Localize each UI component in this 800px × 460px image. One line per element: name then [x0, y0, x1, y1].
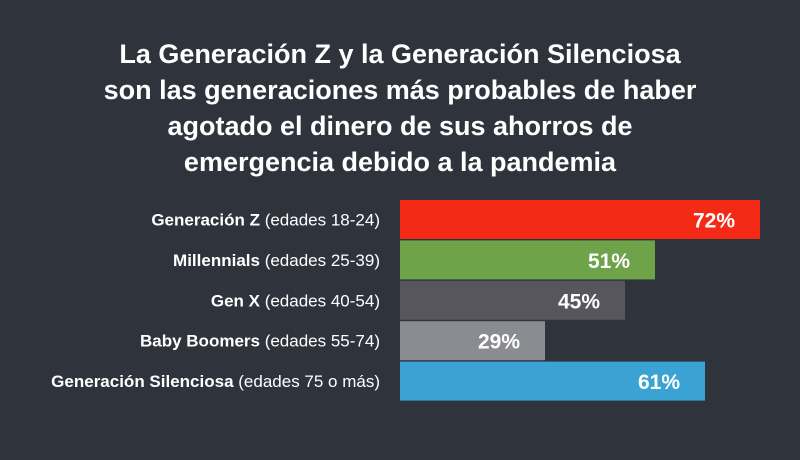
bar: [400, 361, 705, 401]
bar-value-label: 72%: [693, 210, 735, 233]
chart-title-line-4: emergencia debido a la pandemia: [183, 147, 617, 177]
chart-title-line-1: La Generación Z y la Generación Silencio…: [119, 39, 681, 69]
category-label: Millennials (edades 25-39): [173, 251, 380, 270]
category-name: Generación Silenciosa: [51, 372, 234, 391]
category-name: Millennials: [173, 251, 260, 270]
category-label: Baby Boomers (edades 55-74): [140, 332, 380, 351]
category-name: Baby Boomers: [140, 332, 260, 351]
bar: [400, 240, 655, 280]
category-name: Gen X: [211, 291, 261, 310]
chart-title: La Generación Z y la Generación Silencio…: [0, 36, 800, 180]
bar-value-label: 29%: [478, 331, 520, 354]
category-age-range: (edades 25-39): [260, 251, 380, 270]
category-age-range: (edades 40-54): [260, 291, 380, 310]
bar-value-label: 61%: [638, 371, 680, 394]
category-label: Generación Z (edades 18-24): [151, 211, 380, 230]
bar-value-label: 45%: [558, 290, 600, 313]
category-age-range: (edades 55-74): [260, 332, 380, 351]
bar: [400, 200, 760, 239]
category-label: Gen X (edades 40-54): [211, 291, 380, 310]
bar: [400, 280, 625, 320]
category-age-range: (edades 18-24): [260, 211, 380, 230]
chart-title-line-3: agotado el dinero de sus ahorros de: [167, 111, 633, 141]
category-label: Generación Silenciosa (edades 75 o más): [51, 372, 380, 391]
bar-value-label: 51%: [588, 250, 630, 273]
category-age-range: (edades 75 o más): [234, 372, 380, 391]
chart-title-line-2: son las generaciones más probables de ha…: [103, 75, 697, 105]
category-name: Generación Z: [151, 211, 260, 230]
bar: [400, 321, 545, 361]
